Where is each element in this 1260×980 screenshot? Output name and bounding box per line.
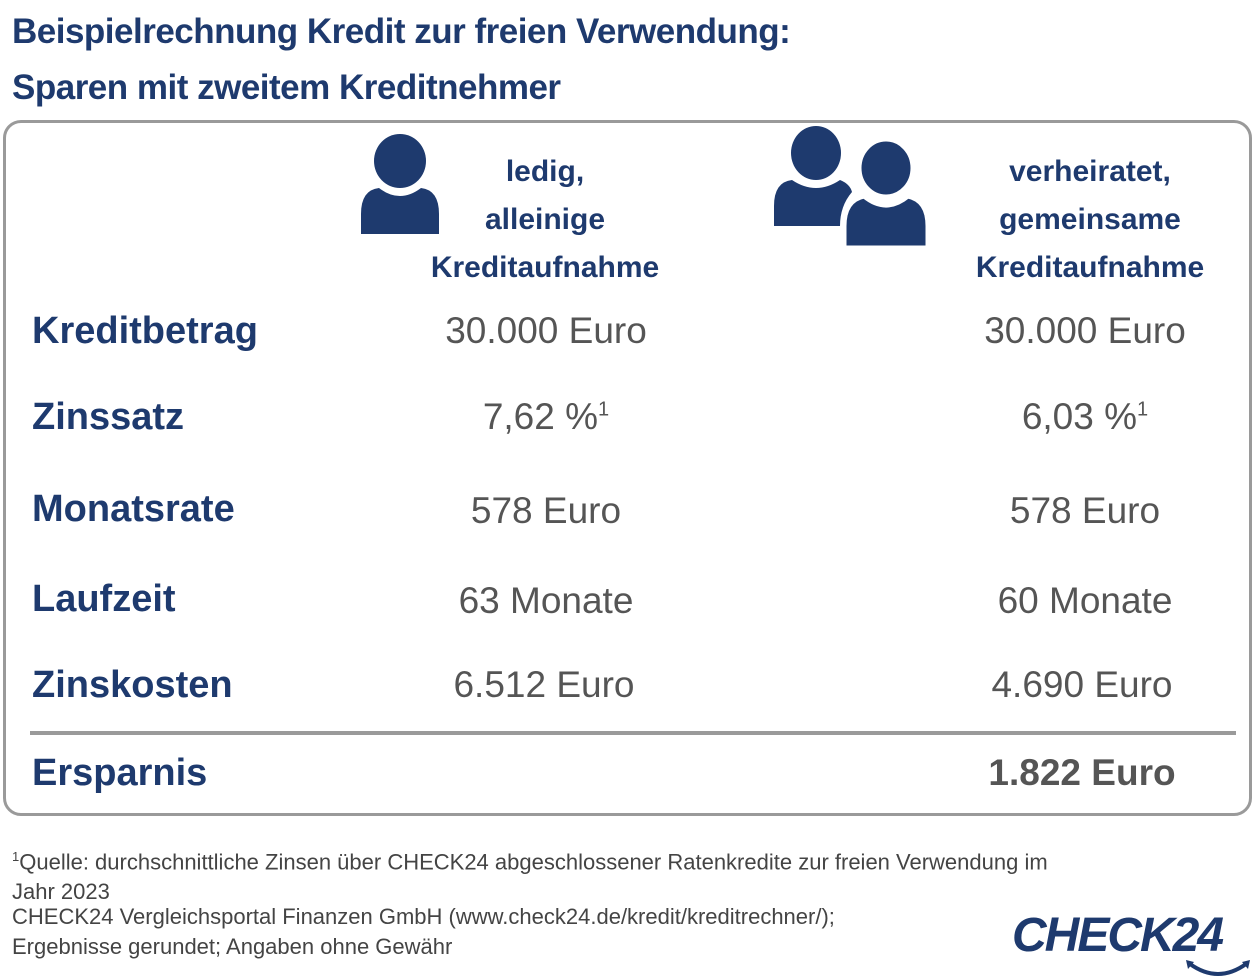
cell-single-kreditbetrag: 30.000 Euro <box>445 310 647 351</box>
summary-value: 1.822 Euro <box>988 752 1176 793</box>
check24-logo: CHECK24 <box>1012 908 1250 976</box>
cell-married-zinskosten: 4.690 Euro <box>991 664 1173 705</box>
summary-label: Ersparnis <box>32 752 208 794</box>
row-label-laufzeit: Laufzeit <box>32 578 176 620</box>
row-label-zinssatz: Zinssatz <box>32 396 185 438</box>
row-label-zinskosten: Zinskosten <box>32 664 233 706</box>
row-label-monatsrate: Monatsrate <box>32 488 235 530</box>
two-persons-icon <box>774 126 931 250</box>
cell-married-kreditbetrag: 30.000 Euro <box>984 310 1186 351</box>
page-title: Beispielrechnung Kredit zur freien Verwe… <box>12 4 791 116</box>
smile-arrow-icon <box>1186 960 1250 976</box>
comparison-card <box>3 120 1252 816</box>
footnote-source: 1Quelle: durchschnittliche Zinsen über C… <box>12 849 1048 905</box>
cell-single-monatsrate: 578 Euro <box>470 490 622 531</box>
cell-married-zinssatz: 6,03 %1 <box>1021 396 1149 437</box>
row-label-kreditbetrag: Kreditbetrag <box>32 310 258 352</box>
title-line-2: Sparen mit zweitem Kreditnehmer <box>12 68 561 107</box>
cell-single-laufzeit: 63 Monate <box>458 580 634 621</box>
summary-divider <box>30 731 1236 735</box>
column-header-married: verheiratet, gemeinsame Kreditaufnahme <box>975 155 1205 284</box>
title-line-1: Beispielrechnung Kredit zur freien Verwe… <box>12 12 791 51</box>
single-person-icon <box>361 134 439 234</box>
footnote-publisher: CHECK24 Vergleichsportal Finanzen GmbH (… <box>12 904 835 959</box>
column-header-single: ledig, alleinige Kreditaufnahme <box>430 155 660 284</box>
cell-married-laufzeit: 60 Monate <box>997 580 1173 621</box>
cell-married-monatsrate: 578 Euro <box>1009 490 1161 531</box>
cell-single-zinssatz: 7,62 %1 <box>482 396 610 437</box>
cell-single-zinskosten: 6.512 Euro <box>453 664 635 705</box>
